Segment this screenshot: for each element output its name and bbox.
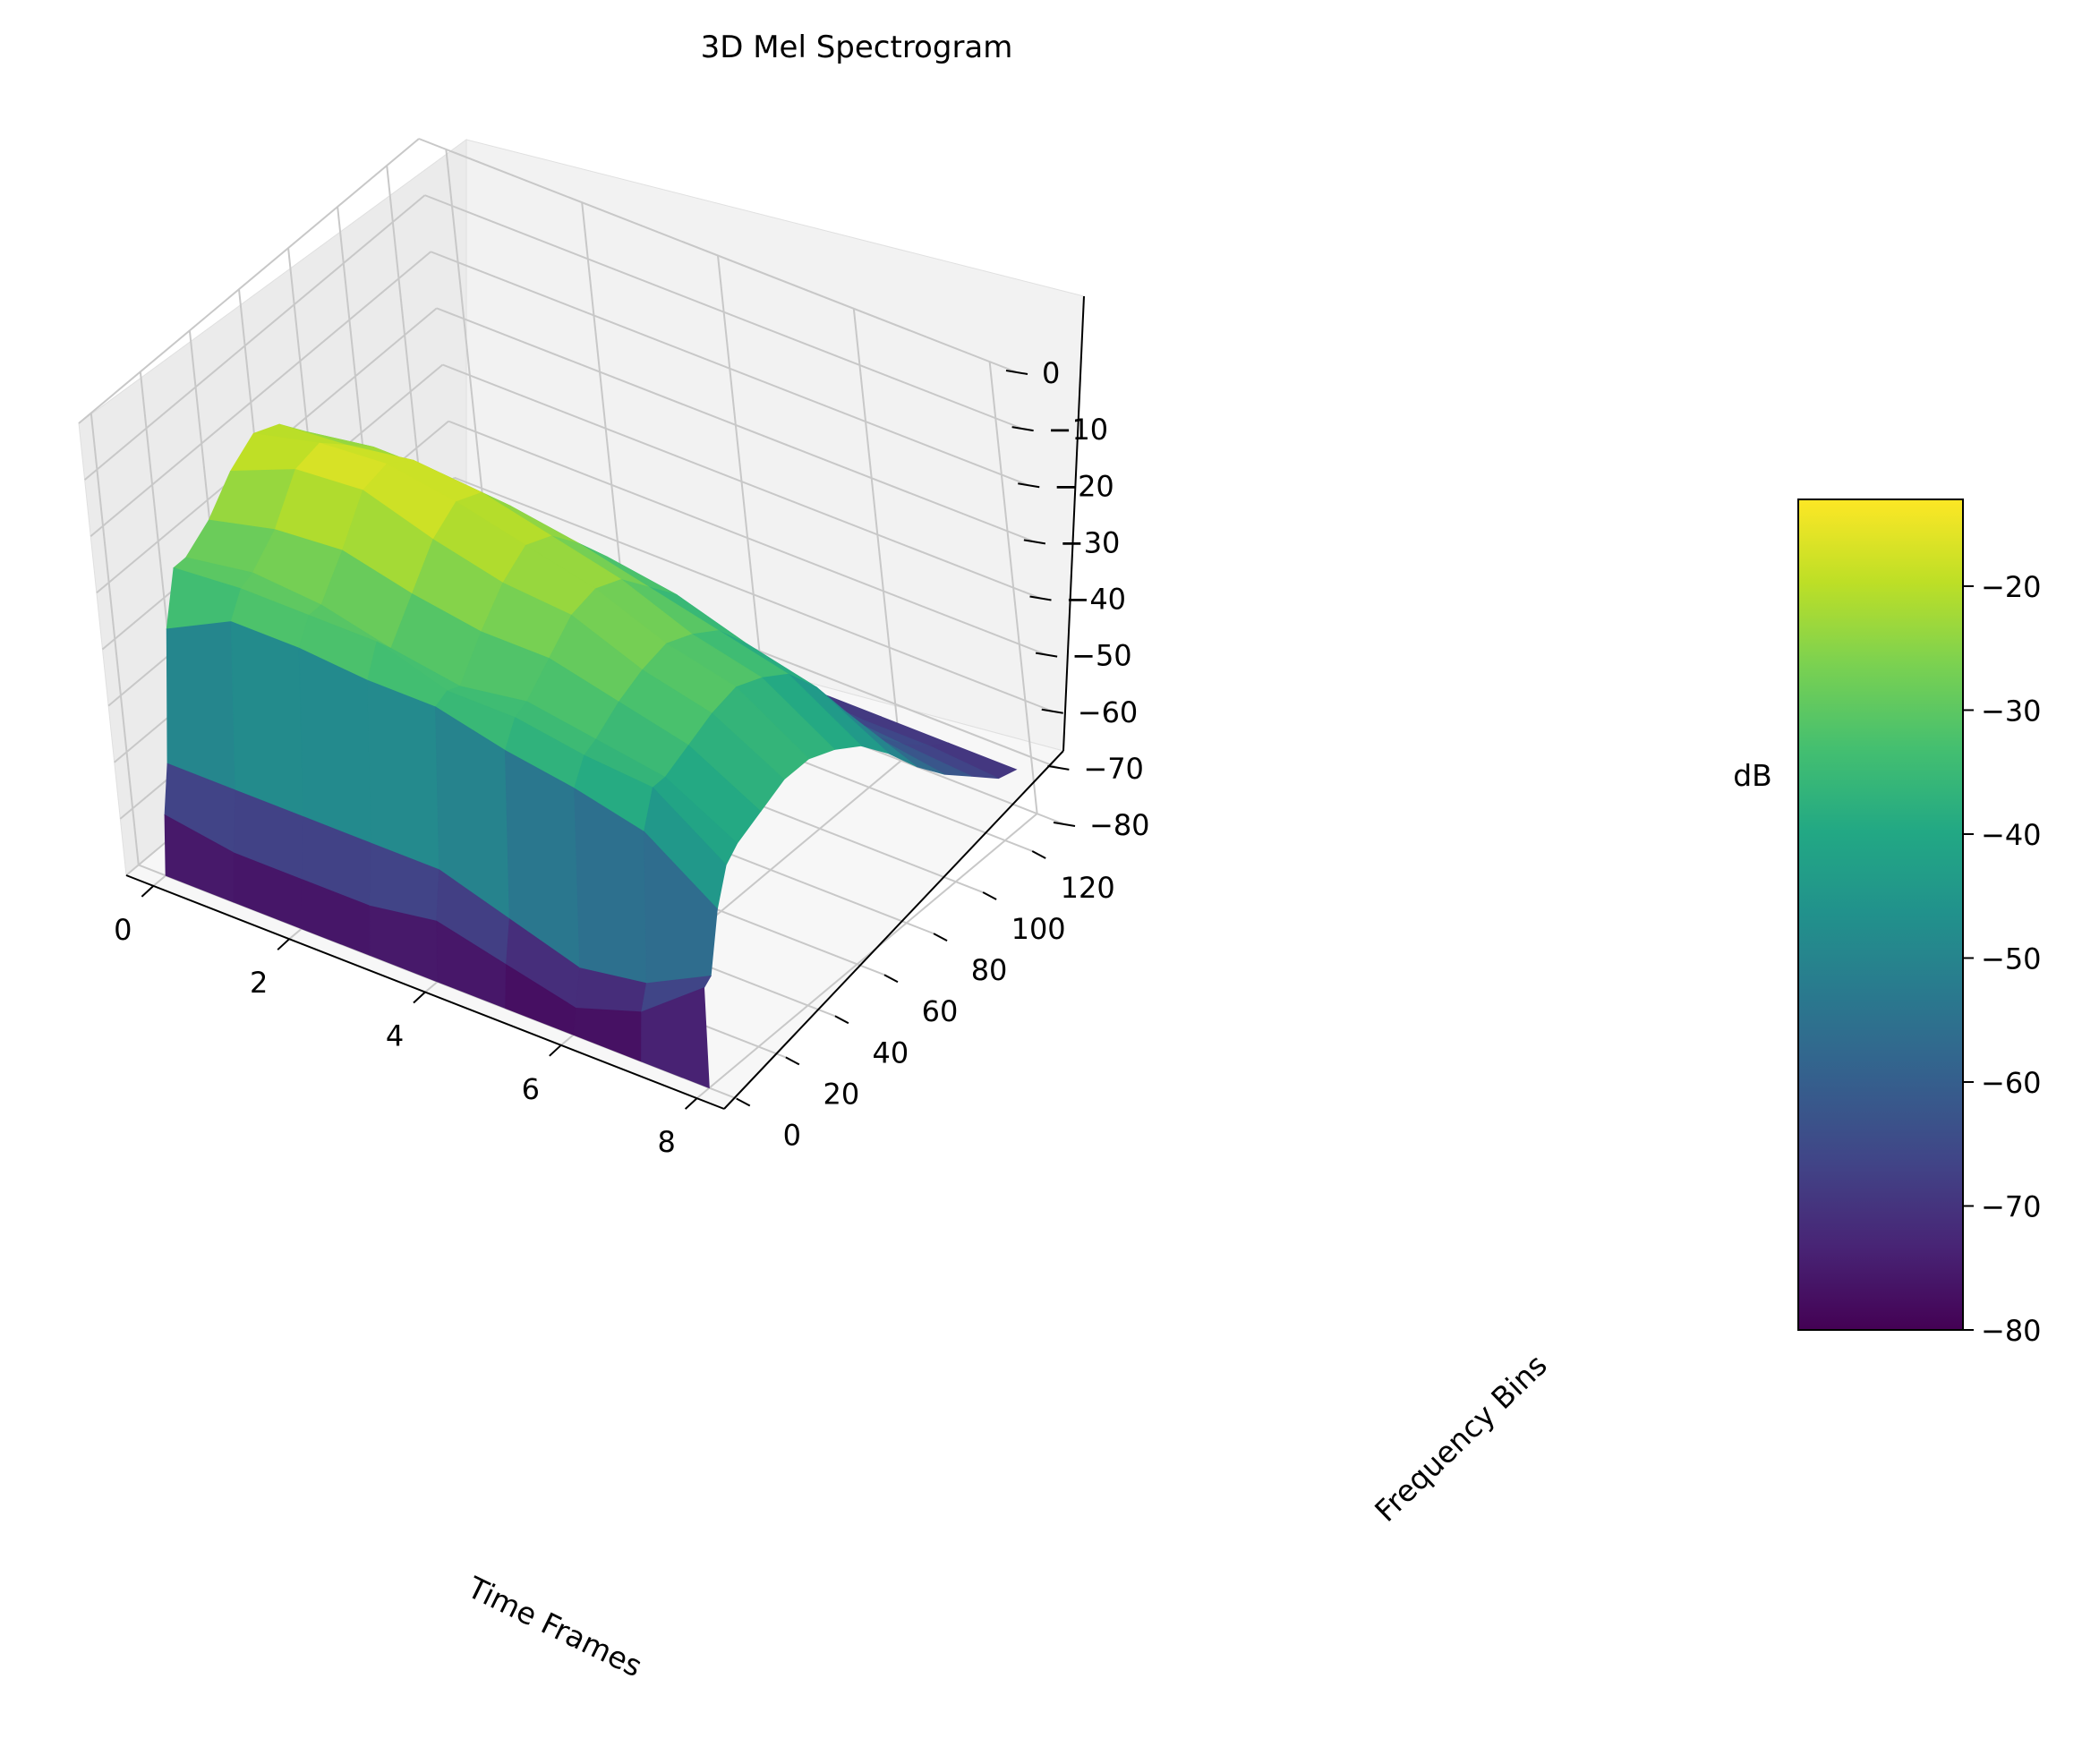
gridline-z-back [448,420,1047,656]
surface-patch [641,987,710,1089]
colorbar-tick-label: −50 [1981,942,2042,976]
gridline-x-floor [695,813,1038,1099]
y-tick-mark [883,974,899,984]
gridline-z-left [90,251,431,538]
y-tick-mark [982,891,997,900]
gridline-z-back [454,476,1054,712]
x-tick-label: 8 [657,1125,675,1159]
colorbar-tick-label: −40 [1981,818,2042,852]
surface-patch [298,647,372,844]
z-tick-label: −10 [1048,413,1109,447]
z-tick-mark [1041,708,1063,714]
z-tick-label: −40 [1066,583,1127,617]
surface-plot [164,423,1018,1089]
z-axis-line [1062,295,1085,752]
surface-patch [367,679,440,871]
z-tick-label: −80 [1089,808,1150,842]
surface-patch [166,621,236,791]
gridline-z-left [83,194,426,481]
x-tick-label: 0 [114,913,132,947]
z-tick-label: −50 [1071,639,1132,673]
y-tick-label: 80 [971,953,1008,987]
chart-title: 3D Mel Spectrogram [701,30,1013,65]
colorbar: −20 −30 −40 −50 −60 −70 −80 [1797,499,2042,1348]
y-tick-label: 20 [823,1077,859,1111]
z-tick-mark [1035,652,1058,658]
z-tick-mark [1011,426,1034,432]
colorbar-tick-label: −70 [1981,1189,2042,1223]
y-tick-label: 100 [1011,912,1066,946]
z-tick-label: −20 [1054,469,1114,503]
x-tick-label: 4 [386,1019,404,1053]
colorbar-tick-label: −30 [1981,694,2042,728]
z-tick-mark [1053,822,1076,827]
x-tick-label: 2 [250,966,268,1000]
y-tick-label: 0 [783,1118,801,1152]
y-tick-label: 120 [1061,871,1115,905]
y-axis-line [723,750,1064,1110]
gridline-z-back [418,138,1018,373]
gridline-z-back [424,194,1023,430]
y-tick-label: 40 [873,1035,909,1069]
z-tick-mark [1023,539,1046,545]
x-tick-mark [684,1097,698,1110]
z-tick-label: −30 [1060,525,1121,559]
colorbar-tick-label: −60 [1981,1066,2042,1100]
z-tick-mark [1018,482,1040,489]
colorbar-ticks: −20 −30 −40 −50 −60 −70 −80 [1963,570,2042,1348]
colorbar-tick-label: −20 [1981,570,2042,604]
gridline-z-back [442,363,1041,600]
gridline-z-back [430,251,1029,487]
y-tick-mark [785,1056,800,1066]
gridline-z-back [436,307,1036,543]
y-tick-mark [736,1097,751,1107]
x-tick-mark [141,885,155,898]
x-tick-mark [277,938,290,950]
z-tick-mark [1047,764,1070,771]
z-tick-mark [1005,370,1028,375]
z-tick-mark [1029,595,1052,601]
gridline-z-left [78,138,420,424]
y-tick-mark [1031,850,1046,859]
colorbar-gradient [1797,499,1964,1331]
x-tick-mark [549,1044,562,1057]
colorbar-tick-label: −80 [1981,1314,2042,1348]
z-tick-label: −60 [1078,695,1139,729]
z-tick-label: 0 [1042,356,1060,390]
x-tick-mark [413,991,426,1004]
y-tick-label: 60 [922,994,959,1028]
y-tick-mark [834,1015,849,1025]
x-tick-label: 6 [522,1072,540,1106]
z-tick-label: −70 [1083,752,1144,786]
y-tick-mark [933,933,948,942]
z-axis-label: dB [1733,758,1772,793]
surface-patch [230,621,304,818]
